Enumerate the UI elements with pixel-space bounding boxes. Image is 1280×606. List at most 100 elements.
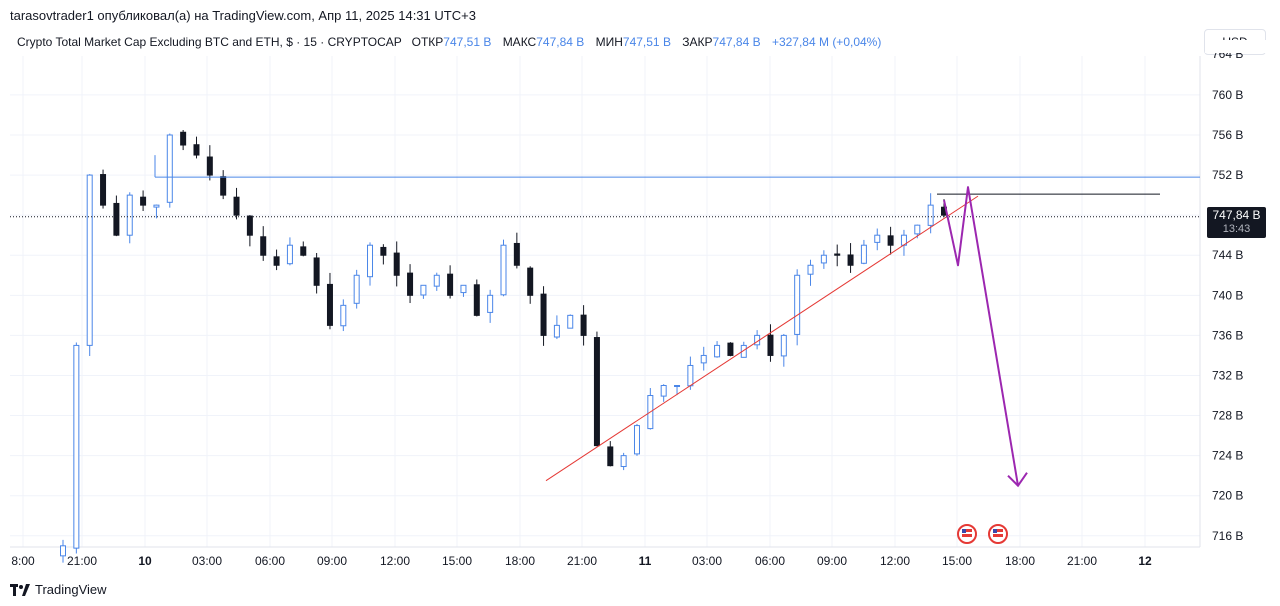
candle-body <box>153 204 160 208</box>
candle-body <box>326 283 333 326</box>
x-tick-label: 12:00 <box>880 554 910 568</box>
y-tick-label: 756 B <box>1212 128 1243 142</box>
candle-body <box>794 274 801 335</box>
x-tick-label: 03:00 <box>692 554 722 568</box>
candle-body <box>513 242 520 266</box>
candle-body <box>674 385 681 387</box>
x-tick-label: 12:00 <box>380 554 410 568</box>
candle-body <box>660 385 667 397</box>
candle-body <box>86 174 93 346</box>
low-value: 747,51 B <box>622 35 671 49</box>
us-flag-stripe <box>993 534 1003 537</box>
candle-body <box>206 156 213 176</box>
candle-body <box>367 244 374 278</box>
y-tick-label: 752 B <box>1212 168 1243 182</box>
high-label: МАКС <box>502 35 537 49</box>
candle-body <box>140 196 147 206</box>
candle-body <box>273 256 280 266</box>
candle-body <box>500 244 507 296</box>
tradingview-brand[interactable]: TradingView <box>10 582 107 597</box>
candle-body <box>633 425 640 455</box>
x-tick-label: 18:00 <box>505 554 535 568</box>
y-tick-label: 744 B <box>1212 248 1243 262</box>
candle-body <box>100 174 107 206</box>
candle-body <box>353 274 360 304</box>
brand-label: TradingView <box>35 582 107 597</box>
candle-body <box>714 344 721 358</box>
y-tick-label: 716 B <box>1212 529 1243 543</box>
y-tick-label: 740 B <box>1212 288 1243 302</box>
x-tick-label: 09:00 <box>317 554 347 568</box>
x-tick-label: 15:00 <box>442 554 472 568</box>
x-tick-label: 8:00 <box>11 554 35 568</box>
candle-body <box>420 284 427 296</box>
candle-body <box>607 446 614 467</box>
x-tick-label: 15:00 <box>942 554 972 568</box>
x-tick-label: 06:00 <box>755 554 785 568</box>
candle-body <box>527 267 534 296</box>
x-tick-label: 06:00 <box>255 554 285 568</box>
bar-countdown: 13:43 <box>1222 223 1251 235</box>
candle-body <box>433 274 440 287</box>
candle-body <box>286 244 293 265</box>
projection-arrowhead <box>1007 472 1028 488</box>
symbol-title[interactable]: Crypto Total Market Cap Excluding BTC an… <box>17 35 402 49</box>
y-tick-label: 760 B <box>1212 88 1243 102</box>
candle-body <box>687 364 694 387</box>
y-axis-mask <box>1205 40 1275 53</box>
candle-body <box>740 344 747 358</box>
candle-body <box>847 254 854 266</box>
open-label: ОТКР <box>411 35 444 49</box>
x-tick-label: 12 <box>1138 554 1152 568</box>
y-tick-label: 732 B <box>1212 368 1243 382</box>
high-value: 747,84 B <box>536 35 585 49</box>
candle-body <box>807 264 814 275</box>
x-tick-label: 11 <box>639 554 652 568</box>
candle-body <box>407 272 414 296</box>
us-flag-stripe <box>962 529 972 532</box>
open-value: 747,51 B <box>443 35 492 49</box>
candle-body <box>113 202 120 236</box>
close-label: ЗАКР <box>682 35 713 49</box>
candle-body <box>700 354 707 364</box>
candle-body <box>126 194 133 236</box>
x-tick-label: 09:00 <box>817 554 847 568</box>
candle-body <box>340 304 347 327</box>
us-flag-stripe <box>962 534 972 537</box>
x-tick-label: 03:00 <box>192 554 222 568</box>
x-tick-label: 10 <box>138 554 152 568</box>
us-flag-canton <box>993 529 997 533</box>
y-tick-label: 724 B <box>1212 449 1243 463</box>
candle-body <box>887 235 894 246</box>
candle-body <box>620 455 627 468</box>
candle-body <box>166 134 173 203</box>
candle-body <box>580 314 587 336</box>
last-price-tag: 747,84 B 13:43 <box>1207 207 1266 238</box>
close-value: 747,84 B <box>712 35 761 49</box>
x-tick-label: 21:00 <box>67 554 97 568</box>
candle-body <box>593 337 600 447</box>
us-flag-canton <box>962 529 966 533</box>
candle-body <box>567 314 574 329</box>
candle-body <box>313 257 320 286</box>
candle-body <box>193 144 200 156</box>
candle-body <box>260 236 267 256</box>
candle-body <box>487 294 494 313</box>
candle-body <box>914 224 921 235</box>
candle-body <box>393 252 400 276</box>
change-value: +327,84 M (+0,04%) <box>771 35 882 49</box>
projection-path <box>943 186 1019 486</box>
candle-body <box>860 244 867 264</box>
symbol-legend: Crypto Total Market Cap Excluding BTC an… <box>17 35 881 49</box>
tradingview-logo-icon <box>10 583 30 596</box>
candle-body <box>767 334 774 356</box>
last-price-value: 747,84 B <box>1212 208 1261 222</box>
us-flag-stripe <box>993 529 1003 532</box>
candle-body <box>220 176 227 196</box>
candle-body <box>380 246 387 256</box>
candle-body <box>300 246 307 256</box>
candle-body <box>473 284 480 316</box>
candle-body <box>73 344 80 549</box>
candle-body <box>553 324 560 338</box>
